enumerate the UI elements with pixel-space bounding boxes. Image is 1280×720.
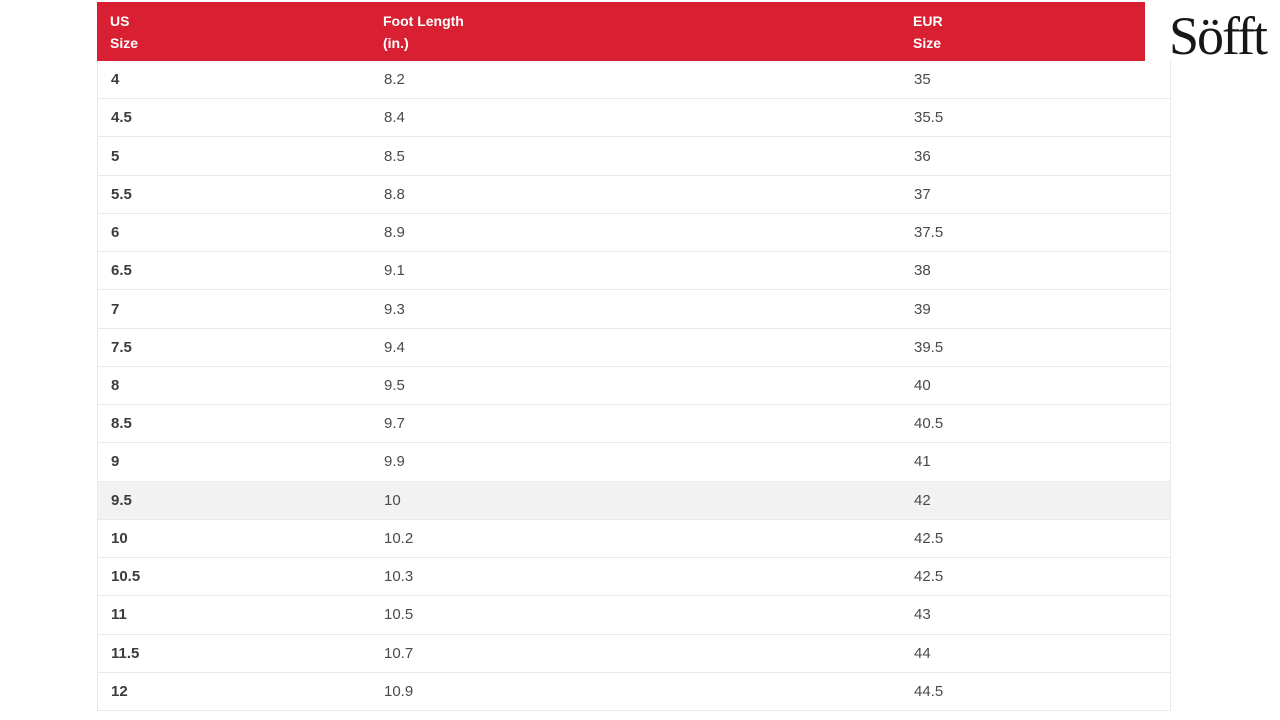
header-eur-size: EUR Size: [900, 2, 1145, 61]
foot-length-cell: 9.9: [384, 453, 405, 471]
eur-size-cell: 35.5: [914, 109, 944, 127]
us-size-cell: 4: [111, 71, 120, 89]
us-size-cell: 8: [111, 376, 120, 394]
eur-size-cell: 37.5: [914, 224, 944, 242]
table-row[interactable]: 4.5 8.4 35.5: [98, 99, 1170, 138]
table-row[interactable]: 4 8.2 35: [98, 61, 1170, 100]
us-size-cell: 5.5: [111, 185, 132, 203]
table-row[interactable]: 5.5 8.8 37: [98, 175, 1170, 214]
table-row[interactable]: 11 10.5 43: [98, 596, 1170, 635]
header-foot-length: Foot Length (in.): [370, 2, 900, 61]
us-size-cell: 10: [111, 529, 128, 547]
header-us-size-line2: Size: [110, 35, 139, 51]
table-row[interactable]: 8.5 9.7 40.5: [98, 405, 1170, 444]
header-foot-length-line1: Foot Length: [383, 13, 464, 29]
us-size-cell: 7.5: [111, 338, 132, 356]
sofft-brand-logo: Söfft: [1168, 6, 1268, 66]
foot-length-cell: 9.4: [384, 338, 405, 356]
eur-size-cell: 36: [914, 147, 931, 165]
table-row[interactable]: 5 8.5 36: [98, 137, 1170, 176]
eur-size-cell: 42.5: [914, 529, 944, 547]
foot-length-cell: 10: [384, 491, 401, 509]
header-foot-length-line2: (in.): [383, 35, 409, 51]
us-size-cell: 7: [111, 300, 120, 318]
eur-size-cell: 44: [914, 644, 931, 662]
us-size-cell: 11.5: [111, 644, 140, 662]
eur-size-cell: 40: [914, 376, 931, 394]
foot-length-cell: 9.7: [384, 415, 405, 433]
foot-length-cell: 8.9: [384, 224, 405, 242]
us-size-cell: 12: [111, 682, 128, 700]
header-us-size: US Size: [97, 2, 370, 61]
eur-size-cell: 41: [914, 453, 931, 471]
eur-size-cell: 42.5: [914, 568, 944, 586]
us-size-cell: 6.5: [111, 262, 132, 280]
eur-size-cell: 43: [914, 606, 931, 624]
table-row[interactable]: 12 10.9 44.5: [98, 672, 1170, 711]
foot-length-cell: 10.3: [384, 568, 414, 586]
table-row[interactable]: 6.5 9.1 38: [98, 252, 1170, 291]
header-eur-size-line2: Size: [913, 35, 942, 51]
table-row[interactable]: 9 9.9 41: [98, 443, 1170, 482]
size-chart-header-row: US Size Foot Length (in.) EUR Size: [97, 2, 1145, 61]
us-size-cell: 9: [111, 453, 120, 471]
eur-size-cell: 44.5: [914, 682, 944, 700]
eur-size-cell: 40.5: [914, 415, 944, 433]
table-row-highlighted[interactable]: 9.5 10 42: [98, 481, 1170, 520]
header-eur-size-line1: EUR: [913, 13, 943, 29]
us-size-cell: 11: [111, 606, 127, 624]
eur-size-cell: 35: [914, 71, 931, 89]
foot-length-cell: 10.5: [384, 606, 414, 624]
table-row[interactable]: 6 8.9 37.5: [98, 213, 1170, 253]
us-size-cell: 4.5: [111, 109, 132, 127]
us-size-cell: 8.5: [111, 415, 132, 433]
eur-size-cell: 39: [914, 300, 931, 318]
header-us-size-line1: US: [110, 13, 130, 29]
foot-length-cell: 9.5: [384, 376, 405, 394]
table-row[interactable]: 10.5 10.3 42.5: [98, 558, 1170, 597]
foot-length-cell: 9.1: [384, 262, 405, 280]
us-size-cell: 10.5: [111, 568, 141, 586]
size-chart-table: US Size Foot Length (in.) EUR Size 4 8.2 3…: [97, 2, 1171, 711]
foot-length-cell: 8.8: [384, 185, 405, 203]
foot-length-cell: 10.2: [384, 529, 414, 547]
foot-length-cell: 9.3: [384, 300, 405, 318]
table-row[interactable]: 10 10.2 42.5: [98, 519, 1170, 559]
foot-length-cell: 10.7: [384, 644, 414, 662]
eur-size-cell: 39.5: [914, 338, 944, 356]
table-row[interactable]: 8 9.5 40: [98, 366, 1170, 406]
table-row[interactable]: 7.5 9.4 39.5: [98, 328, 1170, 367]
us-size-cell: 9.5: [111, 491, 132, 509]
us-size-cell: 6: [111, 224, 120, 242]
foot-length-cell: 8.4: [384, 109, 405, 127]
eur-size-cell: 42: [914, 491, 931, 509]
foot-length-cell: 8.5: [384, 147, 405, 165]
foot-length-cell: 10.9: [384, 682, 414, 700]
eur-size-cell: 38: [914, 262, 931, 280]
table-row[interactable]: 11.5 10.7 44: [98, 634, 1170, 673]
table-row[interactable]: 7 9.3 39: [98, 290, 1170, 329]
us-size-cell: 5: [111, 147, 120, 165]
size-chart-body: 4 8.2 35 4.5 8.4 35.5 5 8.5 36 5.5 8.8 37 6 8.9 37.5 6.…: [97, 61, 1171, 711]
foot-length-cell: 8.2: [384, 71, 405, 89]
eur-size-cell: 37: [914, 185, 931, 203]
